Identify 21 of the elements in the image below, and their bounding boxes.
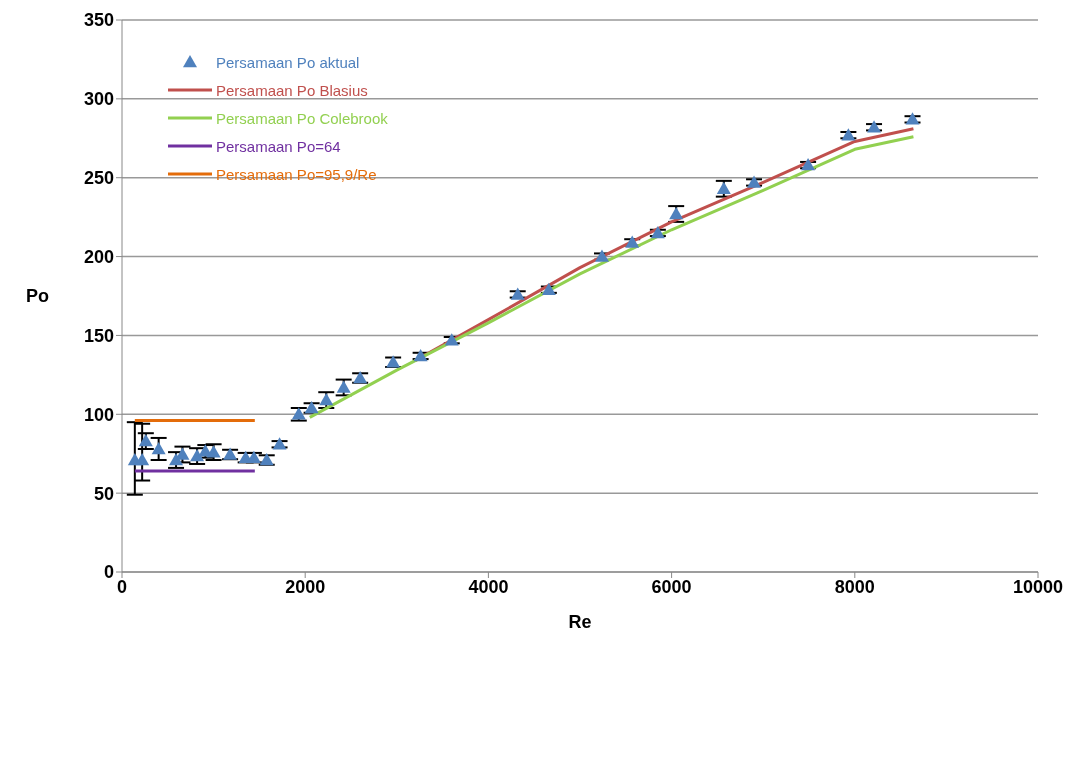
- x-tick-label: 4000: [468, 576, 509, 597]
- y-tick-label: 300: [83, 89, 114, 110]
- y-tick-label: 0: [103, 562, 114, 583]
- x-axis-title: Re: [568, 612, 592, 632]
- y-tick-label: 250: [83, 168, 114, 189]
- x-tick-label: 6000: [651, 576, 692, 597]
- y-tick-label: 50: [93, 483, 114, 504]
- x-tick-label: 0: [116, 576, 128, 597]
- y-tick-label: 150: [83, 325, 114, 346]
- legend-label: Persamaan Po=95,9/Re: [216, 165, 377, 183]
- legend-label: Persamaan Po aktual: [216, 53, 360, 71]
- legend-label: Persamaan Po Colebrook: [216, 109, 388, 127]
- x-tick-label: 2000: [285, 576, 326, 597]
- y-axis-title: Po: [26, 286, 50, 307]
- legend-label: Persamaan Po Blasius: [216, 81, 368, 99]
- x-tick-label: 8000: [834, 576, 875, 597]
- x-tick-label: 10000: [1012, 576, 1064, 597]
- y-tick-label: 200: [83, 246, 114, 267]
- legend-label: Persamaan Po=64: [216, 137, 341, 155]
- y-tick-label: 100: [83, 404, 114, 425]
- y-tick-label: 350: [83, 10, 114, 31]
